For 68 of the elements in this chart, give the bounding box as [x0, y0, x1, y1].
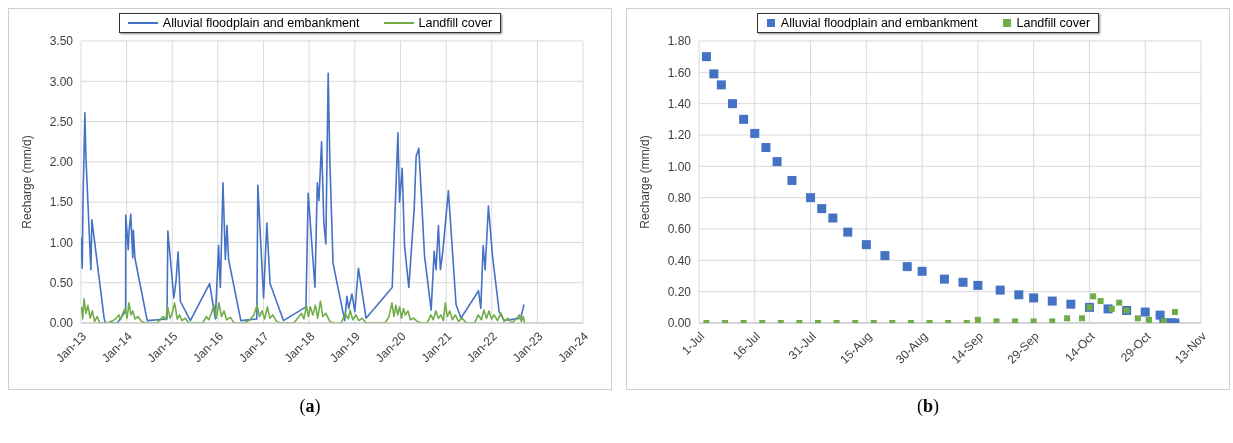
point	[716, 80, 726, 90]
y-tick-label: 1.20	[667, 128, 692, 143]
y-tick-label: 0.60	[667, 222, 692, 237]
point	[787, 175, 797, 185]
y-tick-label: 2.00	[49, 155, 74, 170]
point	[701, 52, 711, 62]
point	[727, 99, 737, 109]
y-tick-label: 1.40	[667, 96, 692, 111]
text: (a)	[298, 396, 322, 417]
y-tick-label: 0.40	[667, 253, 692, 268]
point	[1029, 293, 1039, 303]
point	[1030, 318, 1037, 323]
point	[902, 262, 912, 272]
legend-label: Alluvial floodplain and embankment	[779, 16, 978, 30]
point	[772, 157, 782, 167]
point	[1145, 316, 1152, 323]
point	[1108, 305, 1115, 312]
point	[828, 213, 838, 223]
y-tick-label: 0.80	[667, 190, 692, 205]
point	[861, 240, 871, 250]
y-tick-label: 1.00	[667, 159, 692, 174]
point	[843, 227, 853, 237]
point	[1171, 309, 1178, 316]
point	[1116, 299, 1123, 306]
legend-label: Landfill cover	[417, 16, 493, 30]
y-tick-label: 1.60	[667, 65, 692, 80]
point	[739, 114, 749, 124]
point	[806, 193, 816, 203]
point	[1090, 293, 1097, 300]
point	[1134, 315, 1141, 322]
point	[1066, 299, 1076, 309]
point	[993, 318, 1000, 323]
point	[939, 274, 949, 284]
y-tick-label: 0.50	[49, 275, 74, 290]
y-axis-title: Recharge (mm/d)	[638, 135, 653, 229]
y-tick-label: 0.20	[667, 284, 692, 299]
point	[750, 128, 760, 138]
y-tick-label: 3.00	[49, 74, 74, 89]
point	[1079, 315, 1086, 322]
point	[709, 69, 719, 79]
y-tick-label: 1.00	[49, 235, 74, 250]
y-tick-label: 3.50	[49, 34, 74, 49]
point	[1049, 318, 1056, 323]
point	[761, 143, 771, 153]
y-tick-label: 0.00	[667, 316, 692, 331]
y-axis-title: Recharge (mm/d)	[20, 135, 35, 229]
point	[995, 285, 1005, 295]
y-tick-label: 2.50	[49, 114, 74, 129]
point	[973, 280, 983, 290]
point	[1064, 315, 1071, 322]
y-tick-label: 1.80	[667, 34, 692, 49]
point	[917, 266, 927, 276]
line-series	[81, 298, 526, 323]
point	[1014, 290, 1024, 300]
text: (b)	[916, 396, 940, 417]
point	[817, 204, 827, 214]
line-series	[81, 72, 525, 323]
point	[1012, 318, 1019, 323]
legend-label: Landfill cover	[1015, 16, 1091, 30]
point	[880, 251, 890, 261]
y-tick-label: 0.00	[49, 316, 74, 331]
point	[1097, 298, 1104, 305]
point	[1140, 307, 1150, 317]
legend-label: Alluvial floodplain and embankment	[161, 16, 360, 30]
point	[958, 277, 968, 287]
point	[974, 316, 981, 323]
point	[1047, 296, 1057, 306]
y-tick-label: 1.50	[49, 195, 74, 210]
